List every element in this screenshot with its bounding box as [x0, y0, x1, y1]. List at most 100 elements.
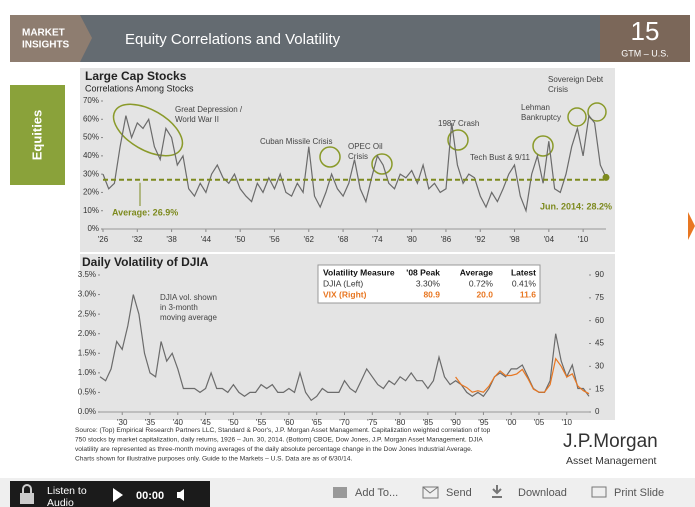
annotation: Sovereign Debt [548, 75, 604, 84]
annotation: moving average [160, 313, 217, 322]
x-tick-label: '10 [578, 235, 589, 244]
latest-label: Jun. 2014: 28.2% [540, 201, 612, 211]
x-tick-label: '70 [339, 418, 350, 427]
table-header: Latest [511, 267, 536, 277]
highlight [371, 153, 393, 175]
send-icon [422, 486, 439, 499]
highlight [447, 129, 469, 151]
x-tick-label: '50 [228, 418, 239, 427]
table-header: Average [460, 267, 494, 277]
table-cell: 20.0 [476, 289, 493, 299]
annotation: 1987 Crash [438, 119, 479, 128]
audio-time: 00:00 [136, 490, 164, 502]
y-tick-label: 50% [83, 133, 99, 142]
table-header: '08 Peak [406, 267, 440, 277]
y2-tick-label: 0 [595, 407, 600, 416]
page-title: Equity Correlations and Volatility [125, 31, 341, 48]
chart-panel [80, 68, 615, 420]
y-tick-label: 1.5% [78, 348, 96, 357]
source-note: volatility are represented as three-mont… [75, 446, 473, 453]
series-line [102, 114, 607, 213]
logo-subtitle: Asset Management [566, 455, 657, 467]
toolbar-button[interactable]: Send [446, 487, 472, 499]
source-note: Charts shown for illustrative purposes o… [75, 455, 352, 462]
annotation: Cuban Missile Crisis [260, 137, 332, 146]
x-tick-label: '85 [423, 418, 434, 427]
x-tick-label: '56 [269, 235, 280, 244]
y-tick-label: 30% [83, 169, 99, 178]
chart-title: Large Cap Stocks [85, 69, 187, 83]
x-tick-label: '90 [450, 418, 461, 427]
x-tick-label: '60 [284, 418, 295, 427]
badge-text: INSIGHTS [22, 40, 70, 51]
x-tick-label: '30 [117, 418, 128, 427]
lock-icon [20, 493, 34, 504]
audio-label: Listen to [47, 485, 87, 497]
table-cell: 11.6 [520, 289, 536, 299]
logo: J.P.Morgan [563, 431, 658, 452]
page-number: 15 [631, 16, 660, 46]
x-tick-label: '04 [544, 235, 555, 244]
print-icon [591, 486, 607, 498]
legend-table [317, 264, 541, 304]
x-tick-label: '95 [478, 418, 489, 427]
x-tick-label: '40 [173, 418, 184, 427]
y-tick-label: 2.0% [78, 329, 96, 338]
audio-label: Audio [47, 497, 74, 507]
toolbar-button[interactable]: Download [518, 487, 567, 499]
y-tick-label: 60% [83, 114, 99, 123]
lock-icon [22, 484, 32, 493]
side-tab[interactable] [10, 85, 65, 185]
annotation: World War II [175, 115, 219, 124]
y2-tick-label: 75 [595, 293, 604, 302]
x-tick-label: '86 [441, 235, 452, 244]
guide-label: GTM – U.S. [621, 48, 669, 58]
highlight [112, 103, 184, 157]
y-tick-label: 0% [87, 224, 99, 233]
audio-player[interactable] [10, 481, 210, 507]
highlight [319, 146, 341, 168]
x-tick-label: '26 [98, 235, 109, 244]
y-tick-label: 3.5% [78, 270, 96, 279]
header-bar [10, 15, 690, 62]
x-tick-label: '44 [201, 235, 212, 244]
x-tick-label: '80 [395, 418, 406, 427]
highlight [587, 102, 607, 122]
x-tick-label: '45 [200, 418, 211, 427]
x-tick-label: '80 [406, 235, 417, 244]
toolbar-button[interactable]: Print Slide [614, 487, 664, 499]
x-tick-label: '32 [132, 235, 143, 244]
y2-tick-label: 90 [595, 270, 604, 279]
legend-entry: VIX (Right) [323, 289, 367, 299]
table-cell: 80.9 [423, 289, 440, 299]
y-tick-label: 2.5% [78, 309, 96, 318]
highlight [532, 135, 554, 157]
mute-button[interactable] [177, 489, 184, 501]
y2-tick-label: 30 [595, 361, 604, 370]
x-tick-label: '38 [166, 235, 177, 244]
x-tick-label: '65 [311, 418, 322, 427]
annotation: Great Depression / [175, 105, 243, 114]
x-tick-label: '75 [367, 418, 378, 427]
table-cell: 0.72% [469, 278, 494, 288]
x-tick-label: '74 [372, 235, 383, 244]
next-arrow[interactable] [688, 212, 695, 240]
annotation: OPEC Oil [348, 142, 383, 151]
x-tick-label: '92 [475, 235, 486, 244]
y-tick-label: 0.5% [78, 388, 96, 397]
table-cell: 3.30% [416, 278, 441, 288]
x-tick-label: '55 [256, 418, 267, 427]
annotation: DJIA vol. shown [160, 293, 217, 302]
x-tick-label: '50 [235, 235, 246, 244]
x-tick-label: '68 [338, 235, 349, 244]
send-icon [422, 486, 439, 494]
play-button[interactable] [113, 488, 123, 502]
table-cell: 0.41% [512, 278, 537, 288]
table-header: Volatility Measure [323, 267, 395, 277]
badge [10, 15, 92, 62]
badge-text: MARKET [22, 28, 65, 39]
chart-subtitle: Correlations Among Stocks [85, 83, 194, 93]
toolbar-button[interactable]: Add To... [355, 487, 398, 499]
